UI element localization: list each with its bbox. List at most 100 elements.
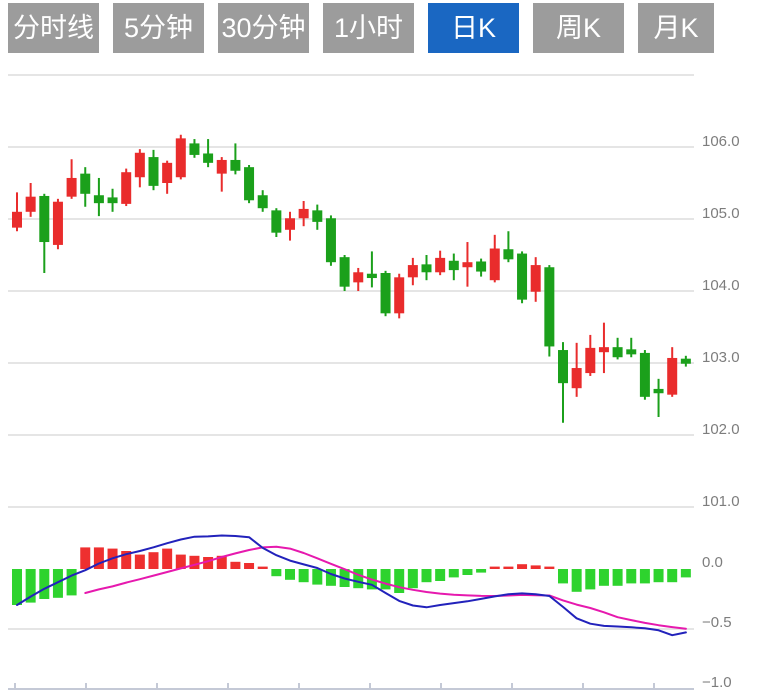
timeframe-button-6[interactable]: 周K — [533, 3, 624, 53]
macd-axis-label: 0.0 — [702, 554, 723, 571]
macd-bar-positive — [189, 555, 200, 569]
candle-body — [189, 143, 200, 155]
candle-wick — [207, 139, 210, 168]
macd-bar-negative — [639, 569, 650, 584]
macd-bar-negative — [558, 569, 568, 584]
candle-body — [162, 162, 173, 183]
x-axis — [8, 683, 694, 690]
macd-bar-negative — [598, 569, 609, 586]
macd-bar-positive — [148, 552, 159, 569]
candle-body — [66, 177, 77, 197]
price-axis-label: 101.0 — [702, 493, 740, 510]
candle-body — [639, 352, 650, 397]
macd-axis-label: −1.0 — [702, 674, 732, 691]
macd-bar-negative — [571, 569, 582, 592]
macd-bar-positive — [175, 554, 186, 569]
macd-bar-negative — [612, 569, 623, 586]
candle-wick — [220, 157, 223, 192]
candle-body — [366, 273, 377, 279]
timeframe-button-3[interactable]: 30分钟 — [218, 3, 309, 53]
timeframe-button-5[interactable]: 日K — [428, 3, 519, 53]
macd-bar-negative — [353, 569, 364, 589]
macd-bar-negative — [25, 569, 36, 603]
candle-body — [203, 153, 214, 163]
candle-body — [230, 159, 241, 171]
macd-bar-negative — [448, 569, 459, 578]
candle-body — [476, 261, 487, 272]
candle-body — [462, 262, 473, 268]
timeframe-button-7[interactable]: 月K — [638, 3, 714, 53]
timeframe-button-2[interactable]: 5分钟 — [113, 3, 204, 53]
dea-line — [84, 545, 687, 630]
candle-body — [626, 349, 637, 355]
candle-body — [489, 248, 500, 281]
candle-wick — [370, 251, 373, 288]
y-axis-labels: 106.0 105.0 104.0 103.0 102.0 101.0 0.0 −0.5 −1.… — [702, 133, 740, 691]
candle-body — [134, 152, 145, 178]
macd-bar-positive — [517, 564, 528, 569]
macd-bar-negative — [380, 569, 391, 590]
macd-bar-positive — [80, 547, 91, 569]
dif-line — [16, 534, 687, 637]
candle-body — [175, 138, 186, 178]
candle-body — [407, 265, 418, 278]
candle-body — [544, 267, 555, 347]
macd-bar-negative — [626, 569, 637, 584]
macd-bar-negative — [325, 569, 336, 586]
timeframe-button-1[interactable]: 分时线 — [8, 3, 99, 53]
candle-body — [448, 260, 459, 271]
macd-bar-positive — [257, 566, 268, 569]
candle-body — [216, 159, 227, 174]
candle-body — [257, 195, 268, 209]
candle-body — [612, 347, 623, 358]
macd-bar-negative — [407, 569, 418, 589]
candle-body — [298, 208, 309, 219]
timeframe-toolbar: 分时线 5分钟 30分钟 1小时 日K 周K 月K — [8, 3, 714, 53]
candle-body — [571, 368, 582, 389]
macd-bar-negative — [12, 569, 22, 605]
price-axis-label: 105.0 — [702, 205, 740, 222]
candle-body — [52, 201, 63, 245]
price-axis-label: 103.0 — [702, 349, 740, 366]
macd-bar-negative — [66, 569, 77, 596]
candle-body — [421, 264, 432, 273]
candle-body — [312, 210, 323, 222]
macd-bar-negative — [394, 569, 405, 593]
candle-wick — [507, 231, 510, 263]
candle-wick — [657, 378, 660, 417]
macd-bar-positive — [489, 566, 500, 569]
macd-bar-negative — [653, 569, 664, 583]
macd-bar-negative — [39, 569, 50, 599]
macd-bar-negative — [667, 569, 678, 583]
macd-bar-positive — [244, 563, 255, 569]
macd-bar-positive — [121, 551, 132, 569]
macd-histogram — [12, 547, 691, 605]
macd-bar-positive — [93, 547, 104, 569]
macd-bar-negative — [435, 569, 446, 581]
macd-bar-negative — [462, 569, 473, 575]
candle-body — [121, 172, 132, 204]
price-axis-label: 102.0 — [702, 421, 740, 438]
macd-bar-positive — [216, 555, 227, 569]
candle-body — [517, 253, 528, 300]
candle-body — [339, 257, 350, 287]
price-axis-label: 104.0 — [702, 277, 740, 294]
candle-body — [653, 388, 664, 394]
candle-body — [380, 273, 391, 314]
candle-body — [107, 197, 118, 204]
macd-bar-negative — [680, 569, 691, 578]
macd-bar-negative — [476, 569, 487, 573]
candle-body — [435, 257, 446, 273]
candle-body — [394, 277, 405, 314]
price-axis-label: 106.0 — [702, 133, 740, 150]
macd-bar-negative — [298, 569, 309, 583]
macd-bar-negative — [421, 569, 432, 583]
candle-body — [530, 265, 541, 292]
candle-body — [148, 157, 159, 186]
macd-bar-positive — [134, 554, 145, 569]
candle-wick — [234, 143, 237, 175]
candle-body — [585, 347, 596, 374]
timeframe-button-4[interactable]: 1小时 — [323, 3, 414, 53]
macd-bar-negative — [271, 569, 282, 577]
